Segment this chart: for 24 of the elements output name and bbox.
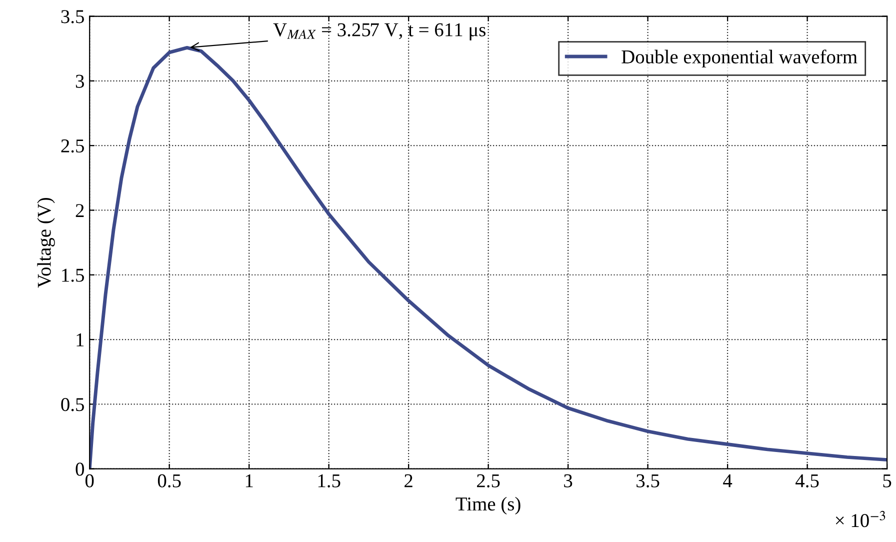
x-tick-label: 2 xyxy=(404,474,412,488)
x-tick-label: 3.5 xyxy=(636,474,660,488)
x-tick-label: 4.5 xyxy=(796,474,819,488)
y-axis-title: Voltage (V) xyxy=(37,198,55,288)
y-tick-label: 0 xyxy=(76,462,84,476)
x-tick-label: 0.5 xyxy=(158,474,181,488)
y-tick-label: 0.5 xyxy=(61,398,84,412)
y-tick-label: 2.5 xyxy=(61,139,84,153)
x-axis-title: Time (s) xyxy=(456,496,520,515)
y-tick-label: 1.5 xyxy=(62,268,84,282)
x-tick-label: 4 xyxy=(723,474,732,488)
x-tick-label: 5 xyxy=(883,474,892,488)
x-tick-label: 1 xyxy=(246,474,253,488)
legend-label: Double exponential waveform xyxy=(622,50,858,68)
text: × 10$^{−3}$ xyxy=(836,510,886,528)
y-tick-label: 3 xyxy=(76,74,84,88)
y-tick-label: 1 xyxy=(76,333,84,346)
x-tick-label: 1.5 xyxy=(318,474,340,488)
x-tick-label: 3 xyxy=(564,474,572,488)
y-tick-label: 3.5 xyxy=(61,10,84,24)
x-tick-label: 2.5 xyxy=(477,474,500,488)
y-tick-label: 2 xyxy=(76,204,84,217)
x-tick-label: 0 xyxy=(85,474,94,488)
annotation: V$_{MAX}$ = 3.257 V, t = 611 μs xyxy=(273,23,486,40)
